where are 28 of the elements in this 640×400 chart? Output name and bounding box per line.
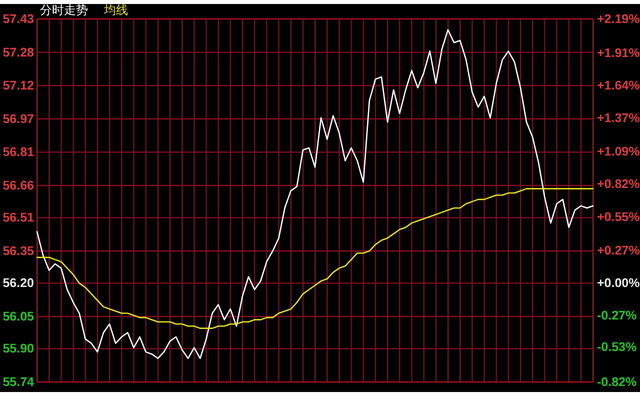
y2-tick-label: +0.00% (597, 276, 640, 290)
y2-tick-label: +1.91% (597, 46, 640, 60)
y2-tick-label: +0.82% (597, 177, 640, 192)
y2-tick-label: +2.19% (597, 12, 640, 26)
line-series (36, 188, 594, 329)
y-tick-label: 55.90 (2, 342, 34, 356)
y-tick-label: 56.66 (2, 178, 34, 192)
y2-tick-label: +1.64% (597, 78, 640, 92)
y-tick-label: 56.20 (2, 276, 34, 290)
y-tick-label: 57.28 (2, 45, 34, 60)
y-tick-label: 56.51 (2, 210, 34, 225)
y2-tick-label: +0.55% (597, 210, 640, 224)
text: 均线 (103, 3, 128, 17)
y2-tick-label: -0.27% (597, 308, 637, 323)
y2-tick-label: -0.82% (597, 375, 637, 389)
y2-tick-label: +1.37% (597, 110, 640, 125)
y-tick-label: 56.97 (2, 112, 34, 126)
line-series (36, 29, 594, 360)
text: 分时走势 (40, 3, 88, 17)
y-tick-label: 56.35 (2, 244, 34, 258)
y-tick-label: 57.12 (2, 78, 34, 93)
y2-tick-label: -0.53% (597, 340, 637, 354)
y-tick-label: 57.43 (2, 12, 34, 26)
y-tick-label: 56.05 (2, 309, 34, 324)
y2-tick-label: +0.27% (597, 244, 640, 258)
y2-tick-label: +1.09% (597, 144, 640, 159)
y-tick-label: 55.74 (2, 375, 34, 389)
y-tick-label: 56.81 (2, 145, 34, 160)
